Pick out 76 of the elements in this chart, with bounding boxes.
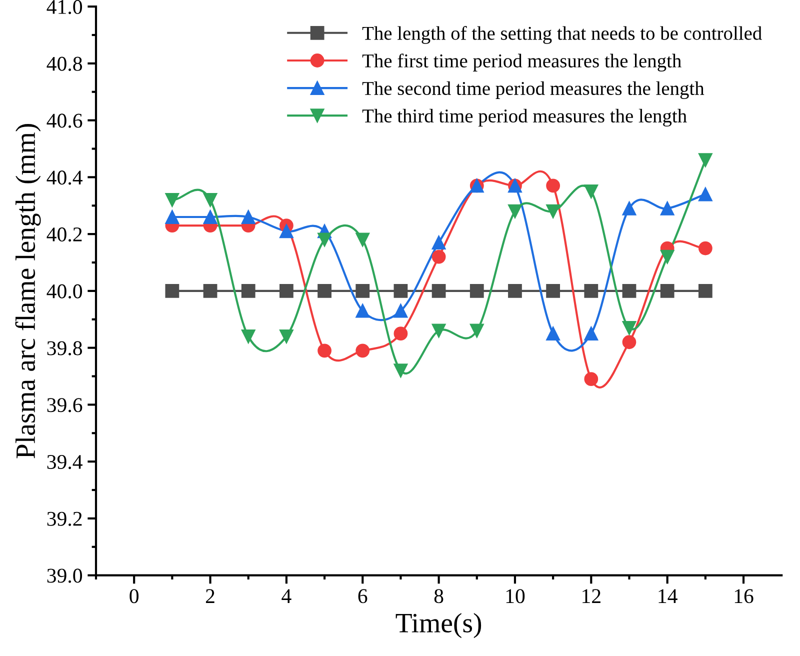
point <box>660 250 674 264</box>
point <box>356 304 370 318</box>
point <box>508 284 522 298</box>
y-tick-label: 40.8 <box>46 56 82 71</box>
point <box>241 329 256 344</box>
point <box>470 324 484 338</box>
x-tick-label: 4 <box>282 589 292 603</box>
point <box>241 210 256 224</box>
y-tick-label: 39.4 <box>47 454 82 470</box>
point <box>203 284 218 298</box>
point <box>584 184 598 198</box>
point <box>432 236 446 250</box>
point <box>508 204 522 218</box>
point <box>622 202 636 216</box>
point <box>394 284 408 298</box>
point <box>318 232 332 247</box>
point <box>698 187 712 202</box>
legend-label: The first time period measures the length <box>362 54 682 72</box>
point <box>356 232 370 247</box>
point <box>280 329 294 344</box>
point <box>394 364 408 378</box>
point <box>203 210 218 224</box>
y-tick-label: 41.0 <box>46 0 82 14</box>
point <box>660 284 674 298</box>
y-tick-label: 39.8 <box>47 341 82 356</box>
legend-label: The length of the setting that needs to be controlled <box>362 26 762 44</box>
point <box>622 335 636 350</box>
y-tick-label: 40.0 <box>46 284 82 298</box>
y-tick-label: 40.6 <box>46 114 82 128</box>
point <box>622 320 636 335</box>
y-tick-label: 40.4 <box>46 170 82 185</box>
x-tick-label: 6 <box>358 589 368 604</box>
y-tick-label: 40.2 <box>46 227 82 242</box>
point <box>622 284 636 298</box>
point <box>584 372 598 386</box>
point <box>318 284 332 298</box>
point <box>584 326 598 341</box>
x-tick-label: 8 <box>434 589 444 604</box>
point <box>394 304 408 318</box>
point <box>546 326 560 341</box>
x-tick-label: 16 <box>734 589 754 604</box>
point <box>546 178 560 193</box>
point <box>432 324 446 338</box>
y-tick-label: 39.6 <box>47 398 82 412</box>
point <box>280 224 294 238</box>
x-tick-label: 2 <box>206 589 214 603</box>
point <box>356 284 370 298</box>
point <box>165 192 180 207</box>
point <box>432 284 446 298</box>
point <box>584 284 598 298</box>
x-tick-label: 14 <box>658 589 678 603</box>
point <box>546 284 560 298</box>
point <box>165 284 180 298</box>
y-axis-title: Plasma arc flame length (mm) <box>15 124 41 458</box>
x-tick-label: 12 <box>582 589 600 603</box>
legend-label: The second time period measures the length <box>362 81 704 100</box>
point <box>241 284 256 298</box>
point <box>203 192 218 207</box>
x-tick-label: 0 <box>130 589 139 604</box>
legend-label: The third time period measures the length <box>362 108 687 127</box>
point <box>394 326 408 341</box>
point <box>165 210 180 224</box>
y-tick-label: 39.0 <box>47 568 82 583</box>
point <box>318 344 332 358</box>
x-axis-title: Time(s) <box>396 612 482 638</box>
point <box>546 204 560 218</box>
point <box>280 284 294 298</box>
point <box>698 241 712 256</box>
point <box>432 250 446 264</box>
point <box>660 202 674 216</box>
point <box>698 284 712 298</box>
point <box>698 153 712 168</box>
x-tick-label: 10 <box>506 589 525 604</box>
y-tick-label: 39.2 <box>47 512 82 526</box>
point <box>356 344 370 358</box>
point <box>470 284 484 298</box>
